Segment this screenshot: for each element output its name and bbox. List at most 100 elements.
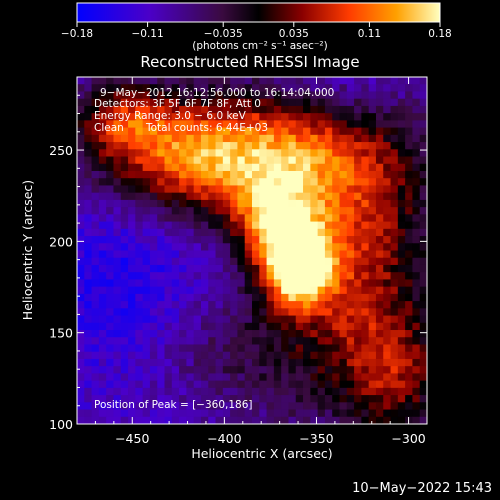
heatmap-cell xyxy=(266,416,275,424)
heatmap-cell xyxy=(368,416,377,424)
heatmap-cell xyxy=(164,264,173,273)
heatmap-cell xyxy=(332,301,341,309)
heatmap-cell xyxy=(332,156,341,165)
heatmap-cell xyxy=(405,98,414,107)
heatmap-cell xyxy=(84,134,93,143)
heatmap-cell xyxy=(135,192,144,201)
heatmap-cell xyxy=(397,344,406,353)
heatmap-cell xyxy=(149,243,158,252)
heatmap-cell xyxy=(397,127,406,136)
heatmap-cell xyxy=(288,170,297,179)
heatmap-cell xyxy=(419,134,427,143)
heatmap-cell xyxy=(354,366,362,374)
heatmap-cell xyxy=(84,105,93,114)
heatmap-cell xyxy=(215,84,224,93)
heatmap-cell xyxy=(244,322,253,331)
heatmap-cell xyxy=(368,98,377,107)
heatmap-cell xyxy=(200,293,209,302)
heatmap-cell xyxy=(368,170,377,179)
heatmap-cell xyxy=(339,315,348,324)
heatmap-cell xyxy=(273,279,282,288)
heatmap-cell xyxy=(193,236,202,244)
heatmap-cell xyxy=(266,395,275,403)
heatmap-cell xyxy=(354,91,362,100)
heatmap-cell xyxy=(244,142,253,150)
heatmap-cell xyxy=(324,170,333,179)
heatmap-cell xyxy=(295,337,304,346)
heatmap-cell xyxy=(383,113,392,121)
heatmap-cell xyxy=(84,387,93,396)
heatmap-cell xyxy=(237,373,246,382)
heatmap-cell xyxy=(135,322,144,331)
heatmap-cell xyxy=(128,272,136,281)
heatmap-cell xyxy=(98,395,107,403)
heatmap-cell xyxy=(339,199,348,208)
heatmap-cell xyxy=(98,113,107,121)
heatmap-cell xyxy=(281,120,290,129)
heatmap-cell xyxy=(310,163,319,172)
heatmap-cell xyxy=(77,373,85,382)
heatmap-cell xyxy=(237,185,246,194)
heatmap-cell xyxy=(354,279,362,288)
heatmap-cell xyxy=(200,236,209,244)
heatmap-cell xyxy=(171,301,180,309)
heatmap-cell xyxy=(193,134,202,143)
heatmap-cell xyxy=(149,214,158,223)
heatmap-cell xyxy=(149,91,158,100)
heatmap-cell xyxy=(179,279,187,288)
heatmap-cell xyxy=(171,264,180,273)
heatmap-cell xyxy=(339,207,348,215)
heatmap-cell xyxy=(295,286,304,295)
heatmap-cell xyxy=(208,279,217,288)
heatmap-cell xyxy=(252,344,260,353)
heatmap-cell xyxy=(339,330,348,338)
heatmap-cell xyxy=(77,337,85,346)
heatmap-cell xyxy=(193,163,202,172)
heatmap-cell xyxy=(295,344,304,353)
heatmap-cell xyxy=(252,301,260,309)
heatmap-cell xyxy=(273,170,282,179)
heatmap-cell xyxy=(419,98,427,107)
heatmap-cell xyxy=(208,236,217,244)
heatmap-cell xyxy=(164,77,173,85)
heatmap-cell xyxy=(397,322,406,331)
heatmap-cell xyxy=(266,380,275,389)
heatmap-cell xyxy=(120,149,129,158)
heatmap-cell xyxy=(339,344,348,353)
heatmap-cell xyxy=(317,330,326,338)
heatmap-cell xyxy=(354,142,362,150)
heatmap-cell xyxy=(113,330,122,338)
heatmap-cell xyxy=(303,192,311,201)
heatmap-cell xyxy=(405,250,414,259)
heatmap-cell xyxy=(120,134,129,143)
annotation-detectors: Detectors: 3F 5F 6F 7F 8F, Att 0 xyxy=(94,98,261,110)
heatmap-cell xyxy=(179,77,187,85)
heatmap-cell xyxy=(375,257,384,266)
heatmap-cell xyxy=(135,91,144,100)
heatmap-cell xyxy=(171,134,180,143)
heatmap-cell xyxy=(149,257,158,266)
heatmap-cell xyxy=(281,330,290,338)
heatmap-cell xyxy=(412,315,421,324)
heatmap-cell xyxy=(273,366,282,374)
heatmap-cell xyxy=(303,322,311,331)
heatmap-cell xyxy=(149,163,158,172)
heatmap-cell xyxy=(106,105,115,114)
heatmap-cell xyxy=(91,120,100,129)
heatmap-cell xyxy=(128,358,136,367)
heatmap-cell xyxy=(77,322,85,331)
heatmap-cell xyxy=(91,409,100,418)
heatmap-cell xyxy=(259,105,268,114)
heatmap-cell xyxy=(397,293,406,302)
heatmap-cell xyxy=(368,149,377,158)
heatmap-cell xyxy=(208,163,217,172)
heatmap-cell xyxy=(149,373,158,382)
heatmap-cell xyxy=(295,257,304,266)
heatmap-cell xyxy=(419,178,427,187)
heatmap-cell xyxy=(164,207,173,215)
heatmap-cell xyxy=(303,286,311,295)
heatmap-cell xyxy=(252,322,260,331)
heatmap-cell xyxy=(171,127,180,136)
heatmap-cell xyxy=(303,113,311,121)
heatmap-cell xyxy=(368,91,377,100)
